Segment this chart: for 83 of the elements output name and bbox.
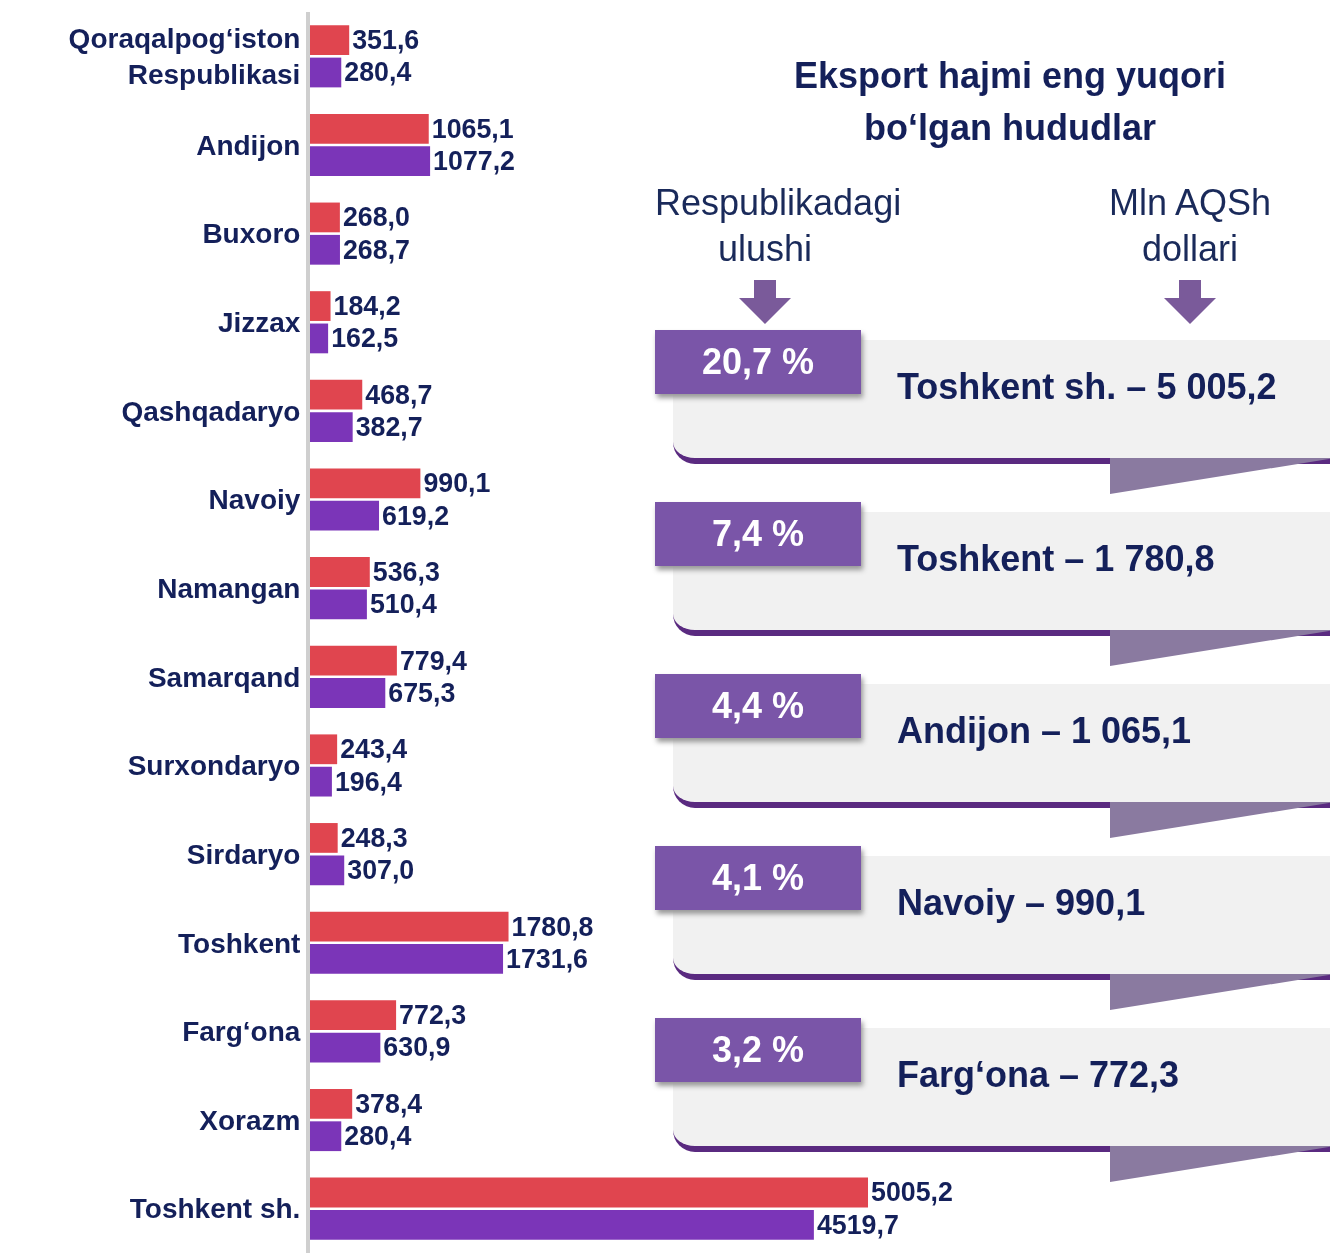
bar (310, 855, 345, 886)
y-tick-label: Namangan (157, 572, 301, 604)
bar (310, 379, 363, 410)
data-label: 351,6 (352, 25, 420, 56)
annotation: 7,4 % (655, 502, 861, 566)
data-label: 510,4 (369, 589, 438, 620)
bar (310, 589, 367, 620)
bar (310, 766, 332, 797)
data-label: 378,4 (355, 1088, 423, 1119)
y-tick-label: Qashqadaryo (121, 395, 301, 427)
bar (310, 557, 370, 587)
data-label: 280,4 (344, 57, 412, 88)
y-tick-label: Toshkent (178, 927, 301, 959)
text: Navoiy – 990,1 (897, 882, 1146, 924)
data-label: 630,9 (383, 1032, 451, 1063)
data-label: 196,4 (334, 766, 403, 797)
y-tick-label: Andijon (196, 129, 301, 161)
text: Farg‘ona – 772,3 (897, 1054, 1180, 1096)
bar (310, 25, 350, 56)
data-label: 184,2 (333, 291, 401, 322)
y-tick-label: Farg‘ona (182, 1016, 301, 1048)
data-label: 536,3 (372, 556, 440, 587)
annotation: 4,1 % (655, 846, 861, 910)
y-tick-label: Buxoro (202, 218, 301, 250)
data-label: 280,4 (344, 1121, 412, 1152)
y-tick-label: Xorazm (199, 1104, 301, 1136)
data-label: 5005,2 (871, 1177, 953, 1208)
bar (310, 678, 386, 708)
data-label: 1065,1 (431, 113, 514, 144)
bar (310, 1177, 869, 1208)
text: Andijon – 1 065,1 (897, 710, 1192, 752)
data-label: 1731,6 (506, 943, 588, 974)
bar (310, 500, 380, 531)
data-label: 268,7 (342, 234, 411, 265)
bar (310, 146, 431, 177)
text: Toshkent – 1 780,8 (897, 538, 1215, 580)
data-label: 772,3 (399, 1000, 467, 1031)
bar (310, 1032, 381, 1063)
data-label: 162,5 (331, 323, 399, 354)
data-label: 268,0 (342, 202, 410, 233)
y-tick-label: Toshkent sh. (129, 1193, 301, 1225)
bar (310, 57, 342, 88)
bar (310, 823, 338, 853)
bar (310, 234, 340, 265)
annotation: 20,7 % (655, 330, 861, 394)
bar (310, 323, 329, 354)
data-label: 779,4 (399, 645, 468, 676)
bar (310, 1000, 397, 1031)
bar (310, 202, 340, 233)
text: Toshkent sh. – 5 005,2 (897, 366, 1277, 408)
bar (310, 1209, 814, 1240)
y-tick-label: Sirdaryo (186, 838, 301, 870)
bar (310, 412, 353, 442)
data-label: 1780,8 (511, 911, 594, 942)
annotation: 3,2 % (655, 1018, 861, 1082)
data-label: 382,7 (355, 412, 423, 442)
data-label: 990,1 (423, 468, 491, 499)
data-label: 248,3 (340, 822, 408, 853)
y-tick-label: Jizzax (217, 307, 301, 339)
y-tick-label: Qoraqalpog‘iston Respublikasi (68, 22, 301, 91)
text: Eksport hajmi eng yuqori bo‘lgan hududlar (792, 54, 1228, 150)
bar (310, 468, 421, 499)
data-label: 619,2 (382, 500, 450, 531)
bar (310, 291, 331, 321)
y-tick-label: Samarqand (147, 661, 301, 693)
data-label: 243,4 (340, 734, 408, 765)
bar (310, 1121, 342, 1152)
bar (310, 734, 338, 765)
text: Mln AQSh dollari (1107, 181, 1273, 271)
y-tick-label: Surxondaryo (127, 750, 301, 782)
data-label: 675,3 (388, 677, 456, 708)
data-label: 1077,2 (433, 146, 515, 177)
data-label: 4519,7 (816, 1209, 899, 1240)
data-label: 468,7 (365, 379, 433, 410)
data-label: 307,0 (347, 855, 415, 886)
annotation: Respublikadagi ulushi (655, 181, 902, 271)
bar (310, 1088, 353, 1119)
annotation: 4,4 % (655, 674, 861, 738)
bar (310, 911, 509, 942)
bar (310, 113, 429, 144)
bar (310, 944, 504, 974)
y-tick-label: Navoiy (208, 484, 301, 516)
bar (310, 645, 397, 676)
